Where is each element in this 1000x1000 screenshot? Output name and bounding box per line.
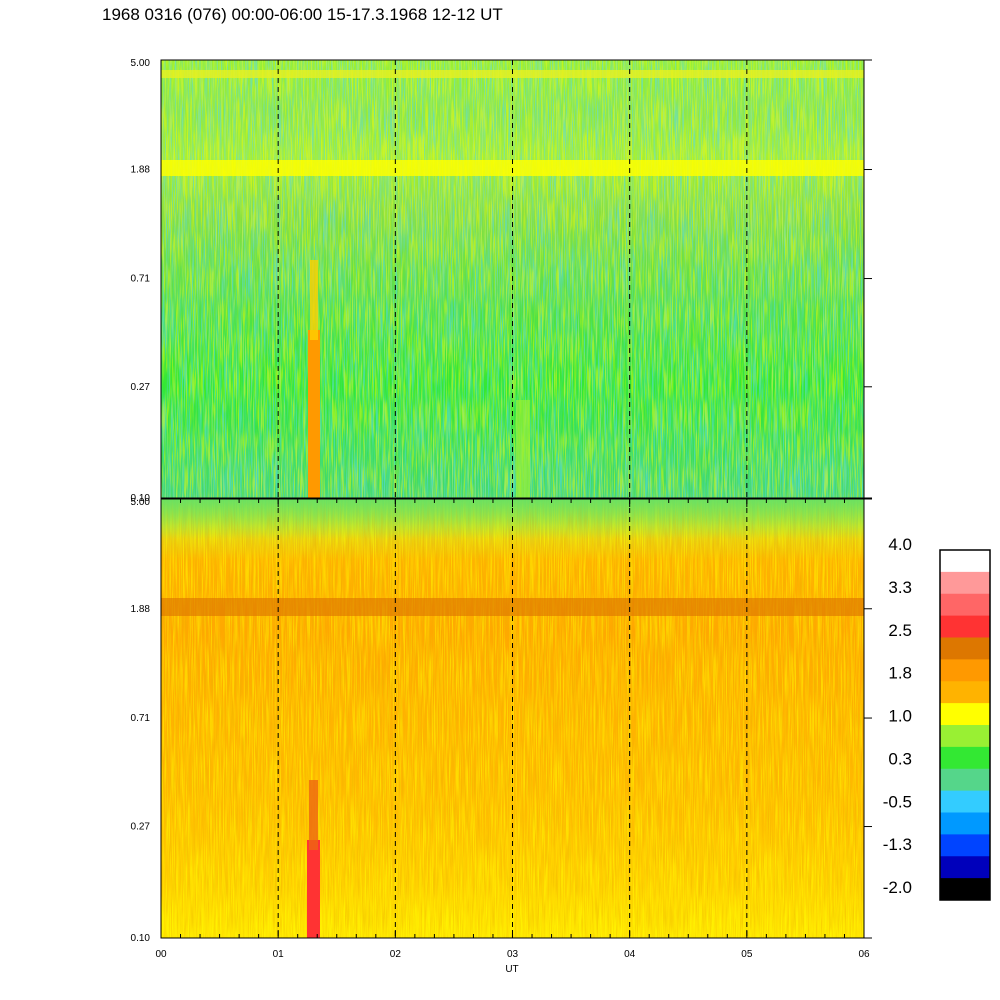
colorbar-label: -0.5 [883, 792, 912, 811]
x-tick-label: 03 [507, 949, 519, 960]
colorbar-swatch [940, 768, 990, 792]
colorbar-swatch [940, 856, 990, 879]
colorbar-label: -2.0 [883, 878, 912, 897]
x-tick-label: 05 [741, 949, 753, 960]
y-tick-label: 0.10 [131, 493, 151, 504]
y-tick-label: 0.10 [131, 933, 151, 944]
colorbar-swatch [940, 571, 990, 595]
x-tick-label: 02 [390, 949, 402, 960]
colorbar-label: 1.0 [888, 707, 912, 726]
colorbar-swatch [940, 812, 990, 835]
y-tick-label: 0.71 [131, 274, 151, 285]
colorbar-swatch [940, 703, 990, 726]
hour-gridlines [277, 60, 748, 938]
lower-enhancement [307, 840, 320, 938]
x-axis-label: UT [505, 964, 518, 975]
colorbar: 4.0 3.3 2.5 1.8 1.0 0.3 -0.5 -1.3 -2.0 [883, 535, 991, 901]
x-tick-label: 00 [155, 949, 167, 960]
colorbar-swatch [940, 615, 990, 638]
x-tick-label: 01 [273, 949, 285, 960]
colorbar-swatch [940, 659, 990, 682]
y-tick-label: 0.27 [131, 822, 151, 833]
colorbar-swatch [940, 878, 990, 901]
colorbar-swatch [940, 790, 990, 813]
y-tick-label: 5.00 [131, 58, 151, 69]
y-tick-label: 0.71 [131, 713, 151, 724]
upper-enhancement [308, 330, 320, 498]
chart-title: 1968 0316 (076) 00:00-06:00 15-17.3.1968… [102, 5, 503, 24]
colorbar-swatch [940, 593, 990, 617]
colorbar-label: -1.3 [883, 835, 912, 854]
x-tick-label: 06 [858, 949, 870, 960]
y-tick-label: 5.00 [131, 497, 151, 508]
colorbar-label: 3.3 [888, 578, 912, 597]
colorbar-swatch [940, 725, 990, 748]
y-tick-label: 0.27 [131, 382, 151, 393]
colorbar-label: 2.5 [888, 621, 912, 640]
colorbar-frame [939, 549, 991, 901]
colorbar-label: 4.0 [888, 535, 912, 554]
colorbar-swatch [940, 550, 990, 573]
colorbar-swatch [940, 681, 990, 704]
colorbar-label: 0.3 [888, 749, 912, 768]
colorbar-swatch [940, 637, 990, 660]
axes: 00 01 02 03 04 05 060.100.270.711.885.000.100.… [131, 58, 872, 960]
colorbar-label: 1.8 [888, 664, 912, 683]
y-tick-label: 1.88 [131, 604, 151, 615]
y-tick-label: 1.88 [131, 165, 151, 176]
colorbar-swatch [940, 834, 990, 857]
colorbar-swatch [940, 746, 990, 770]
x-tick-label: 04 [624, 949, 636, 960]
